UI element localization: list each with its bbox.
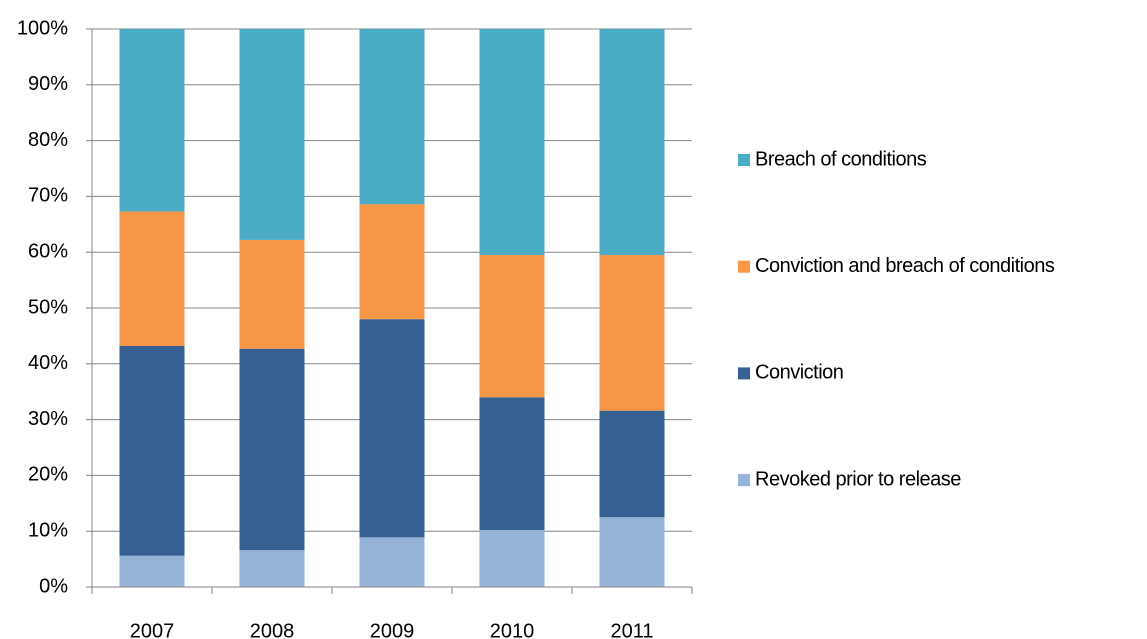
legend-swatch — [738, 474, 750, 487]
y-tick-label: 10% — [28, 519, 68, 541]
bar-segment — [119, 29, 185, 212]
legend-swatch — [738, 154, 750, 166]
x-tick-label: 2007 — [130, 620, 175, 639]
bar-segment — [119, 211, 185, 346]
legend-label: Conviction and breach of conditions — [755, 255, 1055, 277]
x-tick-label: 2009 — [370, 620, 415, 639]
x-tick-label: 2010 — [490, 620, 535, 639]
y-tick-label: 50% — [28, 296, 68, 318]
bar-segment — [239, 29, 305, 240]
y-tick-label: 100% — [17, 17, 68, 39]
legend-swatch — [738, 260, 750, 273]
bar-segment — [359, 204, 425, 320]
y-tick-label: 0% — [39, 575, 68, 597]
legend-label: Conviction — [755, 362, 843, 384]
bar-segment — [599, 410, 665, 518]
y-tick-label: 90% — [28, 73, 68, 95]
bar-segment — [239, 239, 305, 349]
y-tick-label: 20% — [28, 464, 68, 486]
x-tick-label: 2011 — [610, 620, 653, 639]
bar-segment — [479, 254, 545, 398]
bar-segment — [359, 537, 425, 587]
y-tick-label: 60% — [28, 240, 68, 262]
y-tick-label: 80% — [28, 129, 68, 151]
legend-label: Breach of conditions — [755, 148, 927, 170]
bar-segment — [119, 555, 185, 587]
bar-segment — [479, 530, 545, 587]
y-tick-label: 40% — [28, 352, 68, 374]
bar-segment — [239, 348, 305, 551]
bar-segment — [599, 517, 665, 587]
legend-label: Revoked prior to release — [755, 468, 961, 490]
bar-segment — [599, 29, 665, 255]
bar-segment — [599, 254, 665, 411]
bar-segment — [479, 397, 545, 531]
bar-segment — [119, 345, 185, 556]
x-tick-label: 2008 — [250, 620, 295, 639]
bar-segment — [359, 29, 425, 205]
legend-swatch — [738, 367, 750, 380]
bar-segment — [479, 29, 545, 255]
y-tick-label: 70% — [28, 185, 68, 207]
bar-segment — [239, 550, 305, 587]
y-tick-label: 30% — [28, 408, 68, 430]
bar-segment — [359, 319, 425, 538]
